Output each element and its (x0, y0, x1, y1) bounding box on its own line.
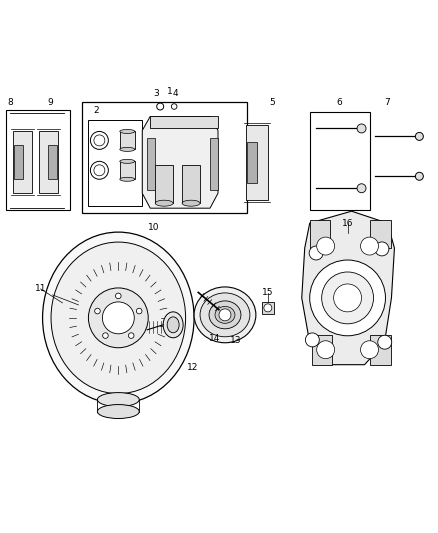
Circle shape (102, 302, 134, 334)
Ellipse shape (42, 232, 194, 403)
Text: 8: 8 (8, 98, 14, 107)
Text: 15: 15 (262, 288, 274, 297)
Ellipse shape (120, 148, 135, 151)
Bar (370, 335, 392, 365)
Bar (262, 302, 274, 314)
Ellipse shape (182, 200, 200, 206)
Circle shape (415, 132, 424, 140)
Circle shape (321, 272, 374, 324)
Text: 14: 14 (209, 334, 221, 343)
Polygon shape (302, 211, 395, 365)
Bar (13, 132, 32, 193)
Ellipse shape (167, 317, 179, 333)
Circle shape (317, 341, 335, 359)
Ellipse shape (163, 312, 183, 338)
Circle shape (88, 288, 148, 348)
Circle shape (310, 260, 385, 336)
Ellipse shape (209, 301, 241, 329)
Circle shape (305, 333, 319, 347)
Bar (150, 117, 218, 128)
Ellipse shape (120, 177, 135, 181)
Bar (310, 112, 370, 210)
Circle shape (219, 309, 231, 321)
Text: 6: 6 (337, 98, 343, 107)
Ellipse shape (51, 242, 186, 393)
Text: 4: 4 (172, 89, 178, 98)
Bar (247, 142, 257, 183)
Circle shape (334, 284, 361, 312)
Circle shape (317, 237, 335, 255)
Circle shape (415, 172, 424, 180)
Text: 2: 2 (94, 106, 99, 115)
Bar (82, 101, 247, 213)
Bar (120, 132, 135, 149)
Circle shape (357, 184, 366, 193)
Bar (210, 139, 218, 190)
Bar (120, 161, 135, 179)
Bar (14, 146, 23, 179)
Circle shape (136, 308, 142, 314)
Ellipse shape (120, 159, 135, 163)
Circle shape (375, 242, 389, 256)
Text: 9: 9 (48, 98, 53, 107)
Circle shape (128, 333, 134, 338)
Text: 1: 1 (167, 87, 173, 96)
Text: 5: 5 (269, 98, 275, 107)
Text: 13: 13 (230, 336, 242, 345)
Ellipse shape (120, 130, 135, 133)
Text: 10: 10 (148, 223, 159, 232)
Circle shape (95, 308, 100, 314)
Ellipse shape (97, 405, 139, 418)
Bar (155, 165, 173, 203)
Text: 12: 12 (187, 363, 199, 372)
Bar (147, 139, 155, 190)
Bar (88, 120, 142, 206)
Circle shape (378, 335, 392, 349)
Circle shape (309, 246, 323, 260)
Circle shape (116, 293, 121, 298)
Ellipse shape (215, 306, 235, 324)
Circle shape (360, 341, 378, 359)
Text: 11: 11 (35, 285, 46, 294)
Text: 16: 16 (342, 219, 353, 228)
Polygon shape (142, 117, 218, 208)
Bar (182, 165, 200, 203)
Circle shape (360, 237, 378, 255)
Circle shape (264, 304, 272, 312)
Bar (370, 220, 392, 248)
Ellipse shape (194, 287, 256, 343)
Text: 3: 3 (153, 89, 159, 98)
Bar (246, 125, 268, 200)
Text: 7: 7 (385, 98, 390, 107)
Bar (6, 110, 71, 210)
Ellipse shape (97, 393, 139, 407)
Bar (310, 220, 330, 248)
Bar (39, 132, 58, 193)
Circle shape (102, 333, 108, 338)
Ellipse shape (200, 293, 250, 337)
Bar (49, 146, 57, 179)
Bar (312, 335, 332, 365)
Circle shape (357, 124, 366, 133)
Ellipse shape (155, 200, 173, 206)
